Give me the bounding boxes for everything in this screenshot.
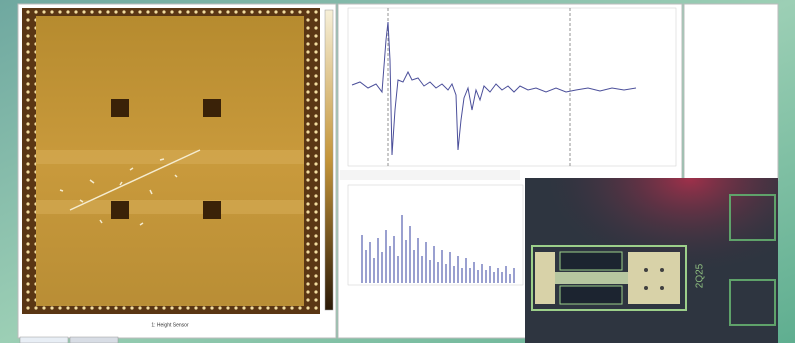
gap <box>560 286 622 304</box>
image-caption: 1: Height Sensor <box>151 322 189 328</box>
info-strip <box>340 170 520 180</box>
pad <box>628 252 680 304</box>
tab[interactable] <box>70 337 118 343</box>
afm-edge <box>22 306 320 314</box>
afm-pit <box>111 99 129 117</box>
color-bar <box>325 10 333 310</box>
side-panel <box>684 4 778 180</box>
afm-band <box>36 150 304 164</box>
gap <box>560 252 622 270</box>
pad <box>535 252 555 304</box>
afm-pit <box>203 201 221 219</box>
tab[interactable] <box>20 337 68 343</box>
afm-edge <box>22 8 36 314</box>
beam <box>555 272 628 284</box>
chip-label: 2Q25 <box>695 263 706 288</box>
screenshot: 1: Height Sensor 2Q25 <box>0 0 795 343</box>
afm-edge <box>304 8 320 314</box>
page: 1: Height Sensor 2Q25 (() => { const dat… <box>0 0 795 343</box>
afm-edge <box>22 8 320 16</box>
afm-pit <box>203 99 221 117</box>
afm-pit <box>111 201 129 219</box>
